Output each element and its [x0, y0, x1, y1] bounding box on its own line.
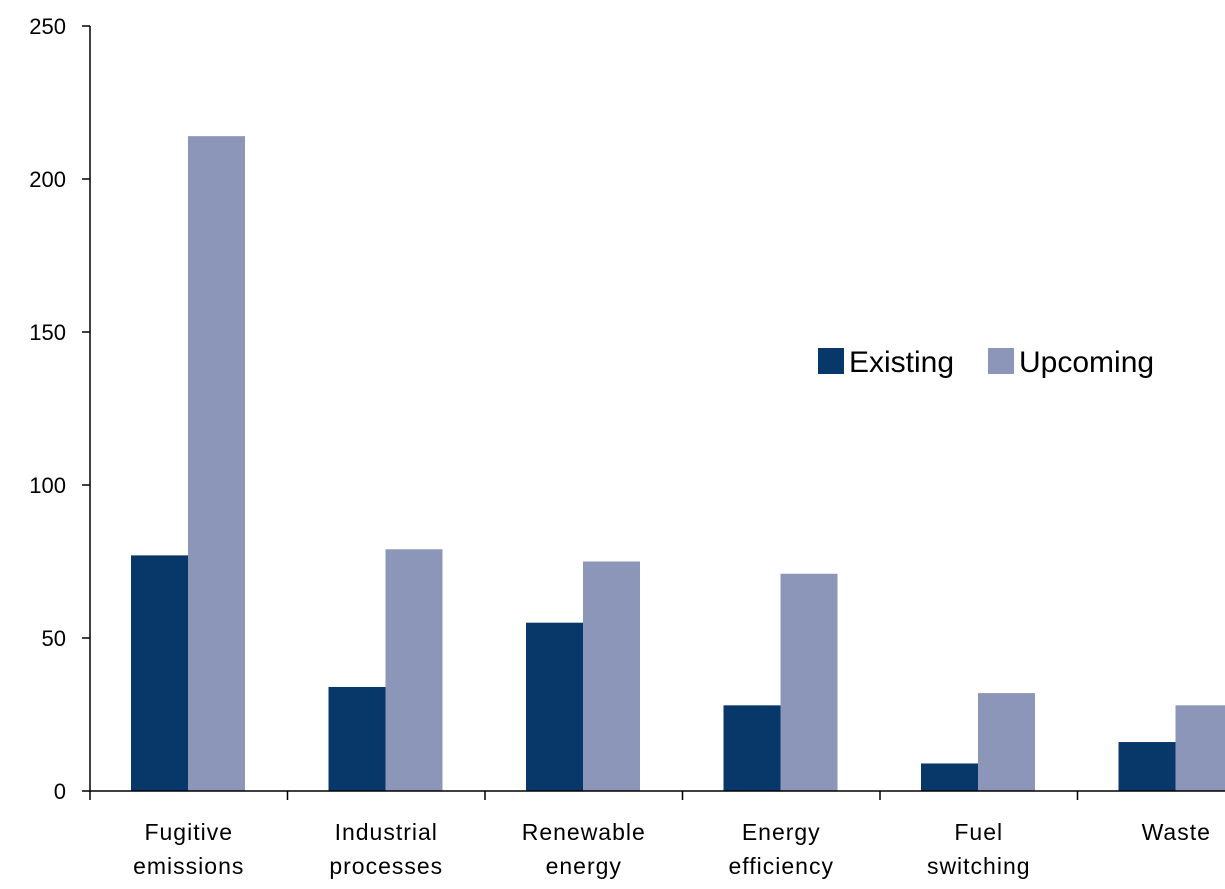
- x-ticks-group: Fugitive emissions Industrial processes Rene…: [89, 791, 1211, 879]
- legend-label-existing: Existing: [849, 346, 954, 379]
- y-tick-label: 50: [42, 626, 66, 651]
- y-ticks-group: 0 50 100 150 200 250: [29, 14, 90, 804]
- x-tick-label: Industrial: [335, 819, 438, 845]
- legend-swatch-existing: [818, 348, 844, 374]
- bar-upcoming: [188, 136, 245, 791]
- bar-existing: [328, 686, 386, 791]
- bar-upcoming: [1175, 705, 1225, 791]
- x-tick-label: Waste: [1142, 819, 1211, 845]
- x-tick-label: Fuel: [954, 819, 1003, 845]
- axes-group: [89, 26, 1225, 792]
- x-tick-label: processes: [329, 853, 443, 879]
- bars-group: [131, 136, 1225, 791]
- legend-label-upcoming: Upcoming: [1019, 346, 1154, 379]
- y-tick-label: 0: [54, 779, 66, 804]
- bar-upcoming: [583, 561, 640, 791]
- x-tick-label: Energy: [742, 819, 821, 845]
- legend-swatch-upcoming: [988, 348, 1014, 374]
- bar-upcoming: [978, 693, 1035, 791]
- x-tick-label: emissions: [133, 853, 244, 879]
- x-tick-label: switching: [927, 853, 1031, 879]
- bar-existing: [921, 763, 978, 791]
- y-tick-label: 200: [29, 167, 66, 192]
- x-tick-label: Fugitive: [144, 819, 233, 845]
- y-tick-label: 250: [29, 14, 66, 39]
- bar-existing: [723, 705, 781, 791]
- y-tick-label: 150: [29, 320, 66, 345]
- bar-existing: [131, 555, 188, 791]
- bar-existing: [1118, 742, 1176, 791]
- x-tick-label: Renewable: [522, 819, 646, 845]
- x-tick-label: energy: [546, 853, 622, 879]
- bar-upcoming: [780, 573, 838, 791]
- bar-existing: [526, 622, 583, 791]
- x-tick-label: efficiency: [729, 853, 834, 879]
- y-tick-label: 100: [29, 473, 66, 498]
- legend: Existing Upcoming: [818, 346, 1154, 379]
- bar-upcoming: [385, 549, 443, 791]
